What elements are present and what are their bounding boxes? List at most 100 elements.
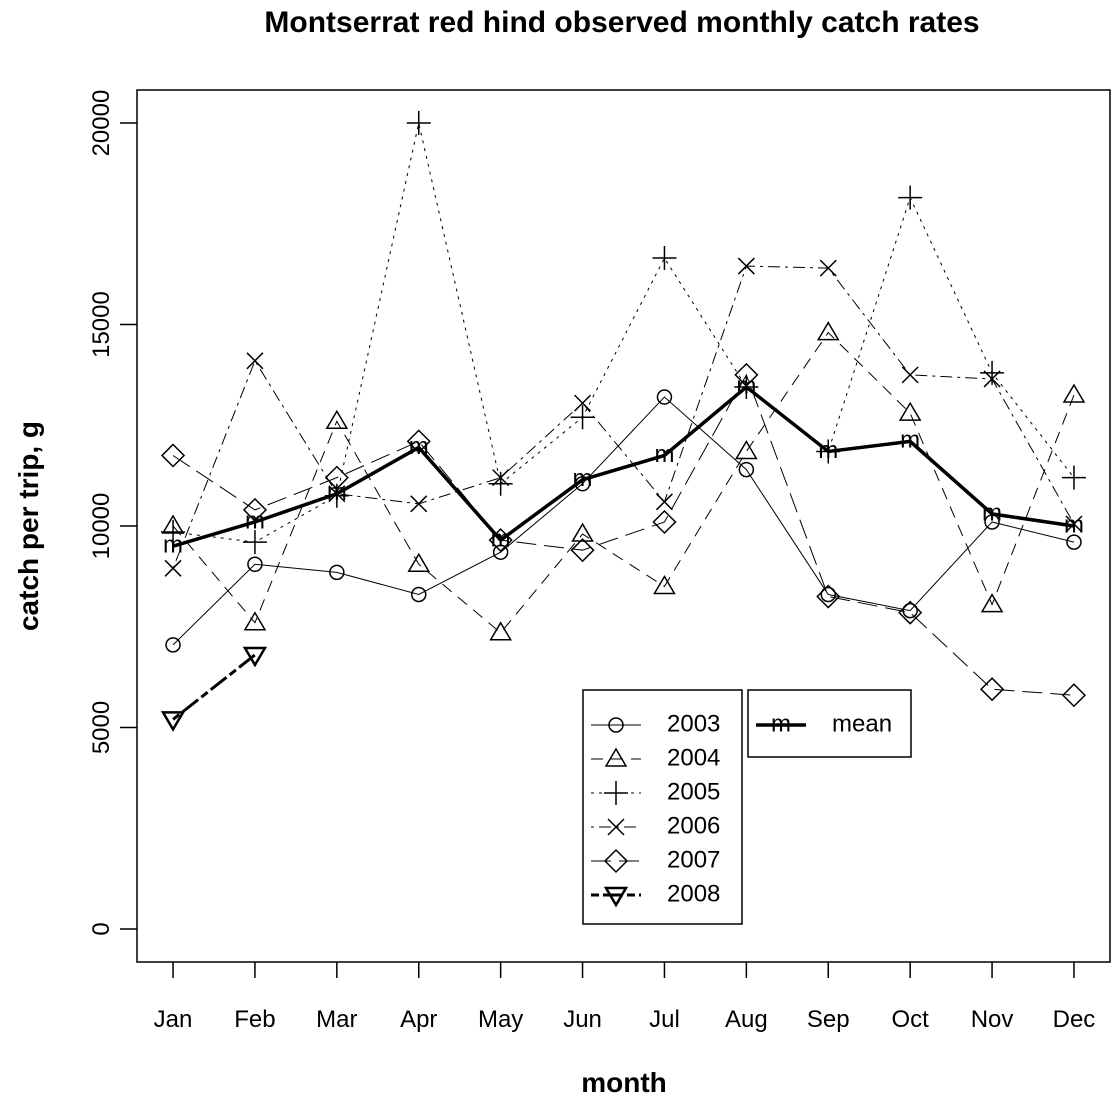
x-tick-label: Feb	[234, 1006, 275, 1033]
marker	[1061, 683, 1087, 708]
marker	[328, 485, 346, 503]
marker	[1061, 465, 1086, 490]
marker	[164, 559, 182, 577]
marker	[492, 544, 509, 560]
marker	[243, 611, 267, 631]
marker	[980, 593, 1004, 613]
marker	[489, 621, 512, 641]
marker: m	[573, 465, 593, 492]
y-axis-label: catch per trip, g	[13, 421, 44, 631]
marker	[407, 552, 431, 573]
marker	[247, 556, 263, 573]
series-line	[172, 373, 1074, 696]
marker	[738, 461, 755, 478]
marker	[737, 257, 755, 275]
x-tick-label: Nov	[971, 1006, 1014, 1033]
marker	[574, 475, 591, 492]
marker	[983, 370, 1001, 388]
marker	[734, 362, 759, 387]
y-tick-label: 15000	[88, 291, 115, 358]
legend-label: 2008	[667, 880, 720, 907]
marker	[820, 586, 837, 603]
marker: m	[736, 372, 756, 399]
x-tick-label: Jun	[563, 1006, 602, 1033]
marker: m	[654, 441, 674, 468]
marker	[898, 600, 923, 625]
marker	[603, 886, 629, 908]
x-tick-label: Aug	[725, 1006, 768, 1033]
marker	[410, 495, 428, 513]
marker	[242, 497, 267, 522]
series-line	[172, 122, 1075, 543]
marker	[410, 586, 427, 603]
legend-label: mean	[832, 710, 892, 737]
x-tick-label: Apr	[400, 1006, 437, 1033]
series-line	[172, 384, 1075, 548]
legend-label: 2004	[667, 744, 720, 771]
y-tick-label: 0	[88, 922, 115, 935]
marker	[1065, 515, 1083, 533]
marker	[984, 514, 1000, 530]
x-tick-label: May	[478, 1006, 523, 1033]
marker: m	[818, 437, 838, 464]
x-tick-label: Jul	[649, 1006, 680, 1033]
y-tick-label: 20000	[88, 90, 115, 157]
marker: m	[409, 433, 429, 460]
marker	[242, 646, 268, 668]
marker	[901, 366, 919, 384]
legend-label: 2006	[667, 812, 720, 839]
marker: m	[900, 427, 920, 454]
marker	[160, 443, 186, 468]
marker	[492, 469, 510, 487]
marker	[819, 259, 837, 277]
marker	[406, 429, 431, 454]
marker	[653, 574, 676, 595]
y-tick-label: 10000	[88, 493, 115, 560]
x-tick-label: Dec	[1053, 1006, 1096, 1033]
legend-label: 2005	[667, 778, 720, 805]
marker: m	[327, 479, 347, 506]
series-line	[172, 396, 1075, 646]
marker	[325, 409, 349, 429]
chart-title: Montserrat red hind observed monthly cat…	[264, 6, 979, 39]
marker	[406, 111, 431, 136]
series-line	[172, 265, 1075, 569]
marker	[571, 522, 594, 542]
marker	[160, 711, 186, 732]
marker	[604, 747, 628, 767]
x-tick-label: Mar	[316, 1006, 357, 1033]
legend-label: 2003	[667, 710, 720, 737]
marker	[816, 584, 841, 609]
x-axis-label: month	[581, 1067, 667, 1098]
marker	[1066, 534, 1082, 550]
marker	[816, 321, 840, 341]
marker	[165, 637, 181, 653]
marker	[574, 394, 592, 412]
marker	[656, 389, 673, 405]
x-tick-label: Sep	[807, 1006, 850, 1033]
marker	[816, 439, 841, 464]
marker	[980, 360, 1005, 385]
marker	[604, 781, 628, 805]
marker	[652, 246, 677, 271]
marker	[655, 493, 673, 511]
marker	[488, 528, 513, 553]
marker	[1062, 383, 1086, 403]
marker	[608, 717, 624, 733]
legend-label: 2007	[667, 846, 720, 873]
marker	[570, 538, 595, 563]
series-line	[172, 653, 256, 721]
x-tick-label: Oct	[891, 1006, 929, 1033]
marker: m	[771, 710, 791, 737]
marker	[734, 374, 759, 399]
marker	[570, 405, 595, 430]
marker	[735, 439, 758, 460]
marker	[161, 520, 186, 545]
marker: m	[1064, 511, 1084, 538]
y-tick-label: 5000	[88, 701, 115, 754]
marker	[607, 818, 625, 836]
marker	[246, 352, 264, 370]
marker: m	[982, 499, 1002, 526]
marker	[980, 677, 1005, 702]
